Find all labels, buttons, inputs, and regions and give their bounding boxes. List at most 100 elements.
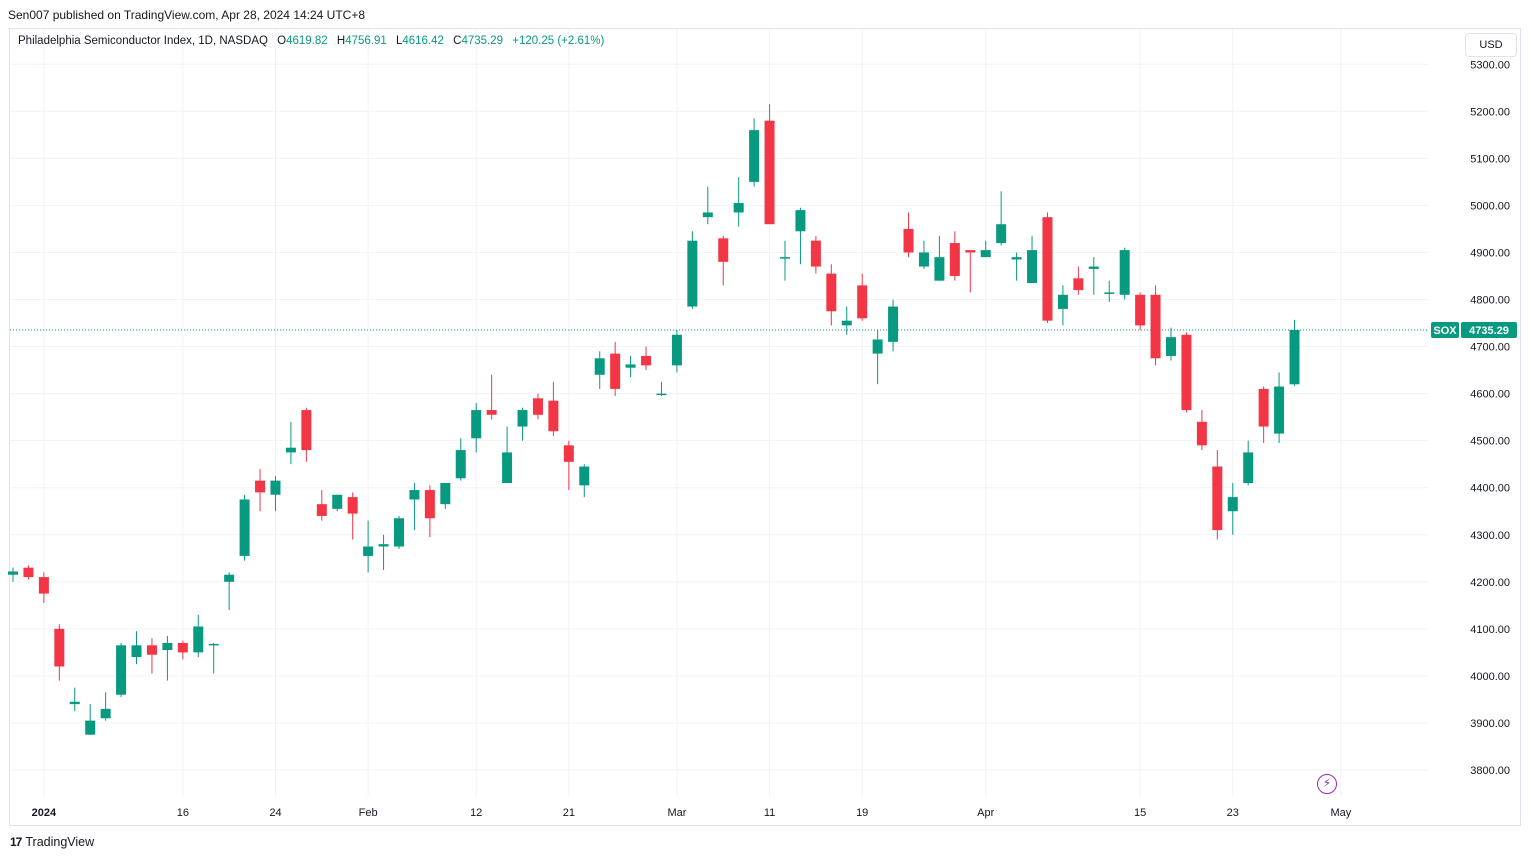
- candle: [795, 207, 806, 265]
- y-tick-label: 5000.00: [1470, 200, 1510, 212]
- candle: [702, 186, 713, 225]
- candle: [471, 403, 482, 453]
- high-value: 4756.91: [345, 35, 387, 47]
- candle: [54, 624, 65, 681]
- candle: [918, 240, 929, 269]
- low-label: L: [395, 35, 403, 47]
- price-axis: 5300.00 5200.00 5100.00 5000.00 4900.00 4800.…: [1470, 59, 1510, 777]
- candle-body: [270, 480, 281, 495]
- candle-body: [934, 257, 945, 281]
- grid-lines: [10, 29, 1428, 797]
- candle: [316, 490, 327, 521]
- x-tick-label: 23: [1227, 807, 1239, 819]
- candle-body: [1104, 292, 1115, 294]
- last-price-label: SOX 4735.29: [1431, 321, 1517, 338]
- candle-body: [301, 410, 312, 451]
- candle-body: [872, 339, 883, 354]
- candle: [378, 534, 389, 571]
- lightning-icon[interactable]: ⚡: [1317, 774, 1337, 794]
- candle-body: [316, 504, 327, 516]
- candle-body: [949, 243, 960, 276]
- candle: [270, 475, 281, 512]
- candle-body: [1227, 497, 1238, 512]
- candle-body: [1119, 250, 1130, 295]
- candle-body: [780, 257, 790, 259]
- candle-body: [239, 499, 250, 556]
- candle-body: [517, 410, 528, 427]
- candle: [579, 464, 590, 498]
- candle-body: [193, 626, 204, 653]
- candle: [85, 704, 96, 735]
- candle-body: [965, 250, 976, 253]
- candle-body: [579, 466, 590, 486]
- candle-body: [625, 364, 636, 368]
- candle: [949, 231, 960, 281]
- x-tick-label: Mar: [667, 807, 686, 819]
- open-value: 4619.82: [286, 35, 328, 47]
- tradingview-footer[interactable]: 17 TradingView: [10, 835, 94, 849]
- candle: [116, 642, 127, 698]
- candle-body: [795, 210, 806, 232]
- candle-body: [641, 355, 652, 366]
- candle: [177, 640, 188, 660]
- candle: [810, 235, 821, 274]
- symbol-name: Philadelphia Semiconductor Index, 1D, NA…: [18, 35, 268, 47]
- candle-body: [162, 642, 173, 651]
- candle-body: [285, 447, 296, 453]
- candle-body: [8, 571, 18, 575]
- candle: [239, 494, 250, 561]
- candle-body: [100, 708, 111, 719]
- candle-body: [903, 228, 914, 253]
- candle: [394, 515, 404, 549]
- candle-body: [131, 645, 142, 658]
- y-tick-label: 4100.00: [1470, 624, 1510, 636]
- candle: [1027, 235, 1038, 284]
- candle-body: [116, 645, 127, 695]
- y-tick-label: 4700.00: [1470, 342, 1510, 354]
- candle: [1181, 332, 1192, 413]
- candle: [671, 330, 682, 373]
- candle: [548, 381, 559, 436]
- candle-body: [1057, 294, 1068, 309]
- y-tick-label: 4300.00: [1470, 530, 1510, 542]
- candle: [38, 572, 49, 603]
- symbol-legend: Philadelphia Semiconductor Index, 1D, NA…: [18, 35, 604, 47]
- candle: [332, 494, 343, 512]
- low-value: 4616.42: [402, 35, 444, 47]
- candle-body: [224, 574, 235, 582]
- candle: [996, 191, 1007, 246]
- candle: [610, 341, 621, 396]
- candle: [100, 692, 111, 721]
- x-tick-label: Apr: [977, 807, 994, 819]
- candle: [424, 485, 435, 538]
- candle-body: [85, 720, 96, 735]
- candle-body: [394, 518, 404, 547]
- candle-body: [255, 480, 266, 493]
- candle: [656, 381, 667, 396]
- candle: [1104, 280, 1115, 302]
- candle: [69, 687, 80, 712]
- candle: [193, 614, 204, 658]
- candle-body: [332, 494, 343, 509]
- candle-body: [532, 398, 543, 415]
- candle-body: [826, 273, 837, 312]
- candle: [131, 631, 142, 665]
- candle: [1289, 319, 1300, 386]
- candle: [1119, 247, 1130, 300]
- candle-body: [548, 400, 559, 432]
- candle: [980, 240, 991, 258]
- candle-body: [594, 358, 605, 375]
- candle-body: [718, 238, 729, 262]
- candle: [1057, 285, 1068, 326]
- candle: [162, 635, 173, 681]
- candle: [1135, 292, 1146, 331]
- candle: [502, 426, 513, 483]
- time-axis: 2024 16 24 Feb 12 21 Mar 11 19 Apr 15 23 May: [32, 807, 1352, 819]
- candle-body: [38, 577, 49, 594]
- currency-button[interactable]: USD: [1465, 33, 1517, 57]
- candle: [1042, 212, 1053, 324]
- y-tick-label: 3800.00: [1470, 765, 1510, 777]
- y-tick-label: 4000.00: [1470, 671, 1510, 683]
- candle: [965, 250, 976, 293]
